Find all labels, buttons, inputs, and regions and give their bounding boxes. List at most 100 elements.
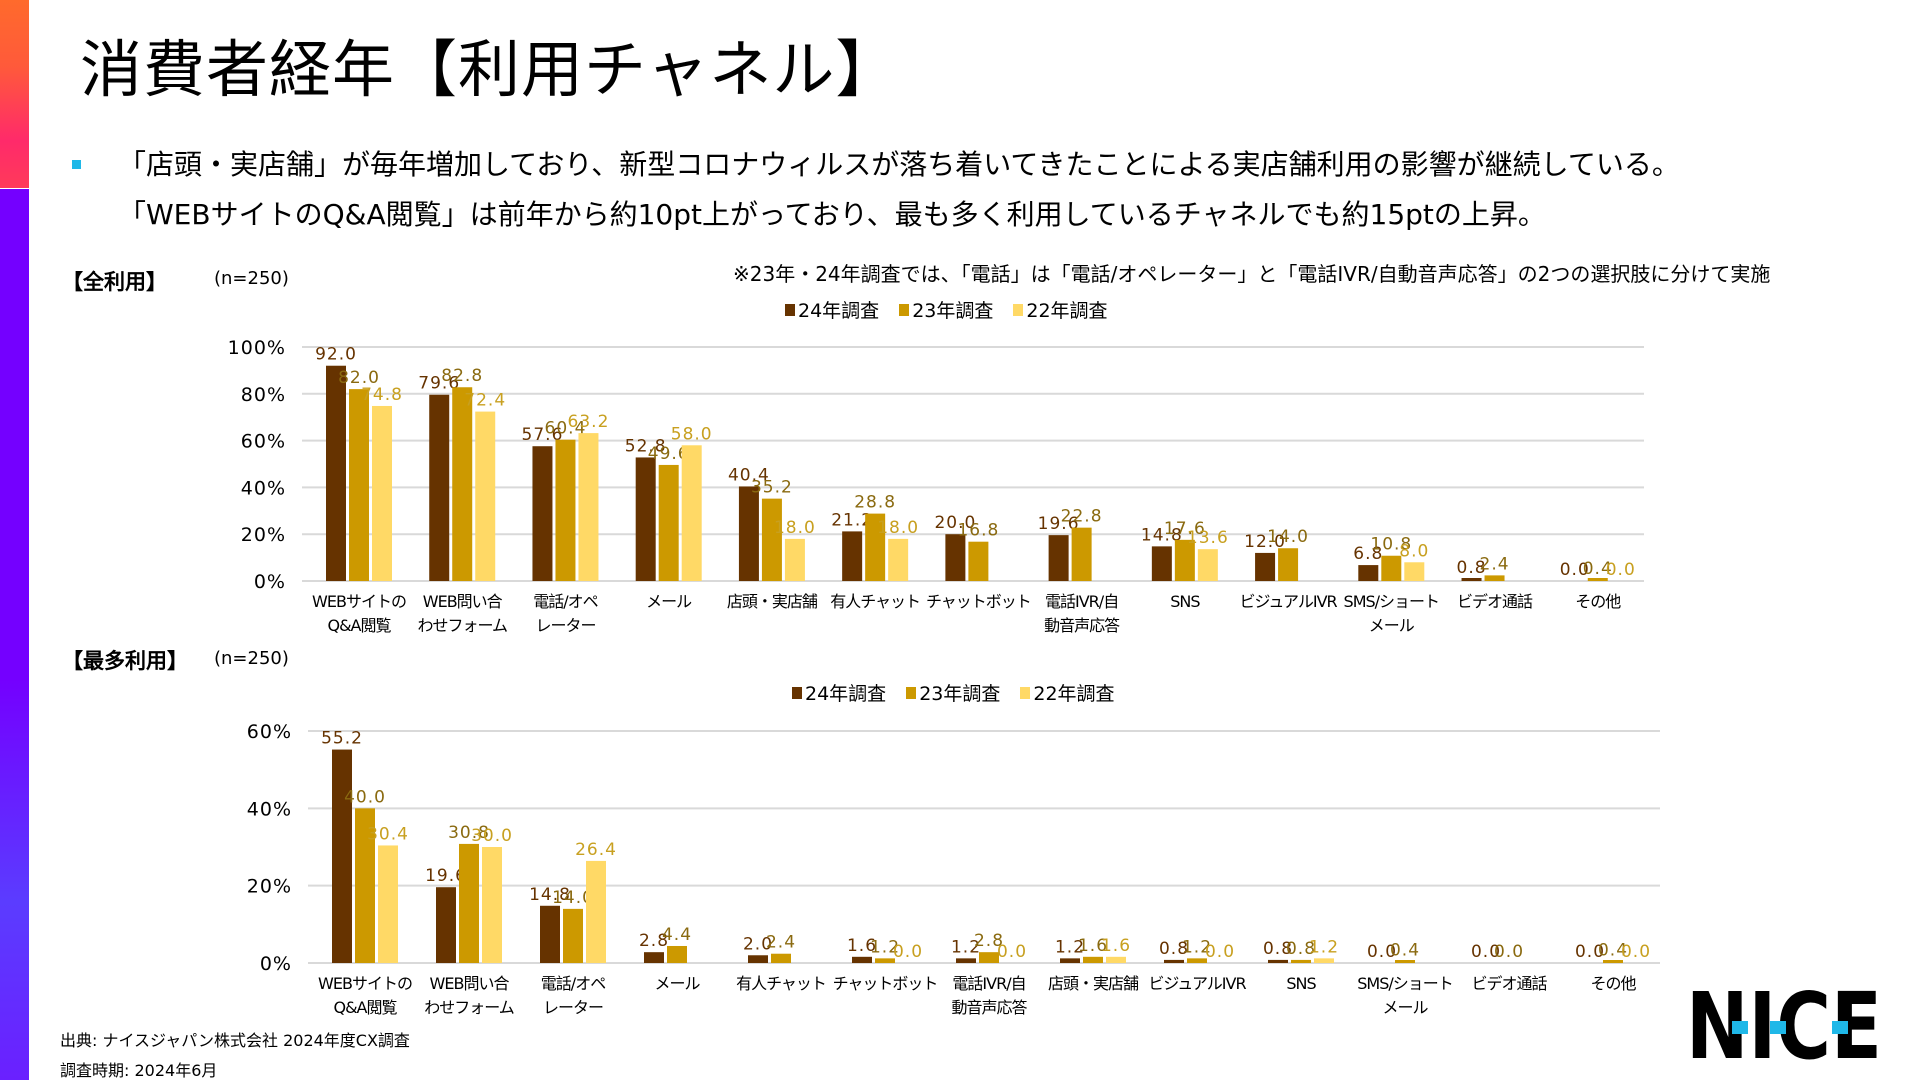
category-label: チャットボット — [926, 592, 1031, 611]
bar-22年調査 — [475, 411, 496, 581]
bar-24年調査 — [738, 486, 759, 581]
category-label: メール — [654, 974, 700, 993]
data-label: 30.4 — [367, 824, 409, 844]
bar-23年調査 — [771, 953, 791, 963]
data-label: 79.6 — [418, 374, 460, 394]
bar-24年調査 — [1048, 535, 1069, 581]
data-label: 1.6 — [847, 936, 877, 956]
data-label: 14.0 — [552, 888, 594, 908]
bar-23年調査 — [355, 808, 375, 963]
data-label: 1.6 — [1078, 936, 1108, 956]
bullet-text-2: 「WEBサイトのQ&A閲覧」は前年から約10pt上がっており、最も多く利用してい… — [118, 198, 1546, 231]
category-label: 電話IVR/自 — [1045, 592, 1118, 611]
bar-24年調査 — [1164, 959, 1184, 963]
data-label: 0.4 — [1598, 940, 1628, 960]
data-label: 12.0 — [1244, 532, 1286, 552]
section-label-most-use: 【最多利用】 — [62, 649, 188, 673]
bar-24年調査 — [1358, 565, 1379, 581]
bar-23年調査 — [1083, 956, 1103, 963]
bar-23年調査 — [658, 464, 679, 581]
bar-23年調査 — [1278, 548, 1299, 581]
category-label: メール — [1369, 616, 1415, 635]
data-label: 40.0 — [344, 787, 386, 807]
legend-item-24: 24年調査 — [785, 296, 879, 323]
legend-label-24: 24年調査 — [805, 683, 887, 705]
bar-24年調査 — [532, 446, 553, 581]
category-label: 有人チャット — [830, 592, 920, 611]
bar-22年調査 — [681, 445, 702, 581]
accent-bar-top — [0, 0, 29, 188]
data-label: 18.0 — [877, 518, 919, 538]
data-label: 0.0 — [1494, 942, 1524, 962]
data-label: 49.6 — [648, 444, 690, 464]
data-label: 0.0 — [1606, 560, 1636, 580]
bar-24年調査 — [635, 457, 656, 581]
data-label: 0.0 — [997, 942, 1027, 962]
bullet-square-icon — [72, 160, 81, 169]
legend-item-23: 23年調査 — [906, 679, 1000, 706]
y-tick-label: 40% — [247, 798, 292, 820]
data-label: 0.0 — [893, 942, 923, 962]
data-label: 21.2 — [831, 510, 873, 530]
category-label: WEBサイトの — [312, 592, 406, 611]
bar-23年調査 — [1587, 578, 1608, 581]
bar-23年調査 — [875, 958, 895, 963]
legend-swatch-22 — [1013, 303, 1024, 316]
bar-23年調査 — [452, 387, 473, 581]
legend-label-24: 24年調査 — [798, 300, 880, 322]
data-label: 18.0 — [774, 518, 816, 538]
data-label: 28.8 — [854, 493, 896, 513]
legend-item-22: 22年調査 — [1013, 296, 1108, 323]
bar-23年調査 — [555, 439, 576, 581]
data-label: 60.4 — [545, 419, 587, 439]
data-label: 1.2 — [951, 937, 981, 957]
page-title: 消費者経年【利用チャネル】 — [80, 33, 899, 106]
bar-22年調査 — [378, 845, 398, 963]
data-label: 2.8 — [639, 931, 669, 951]
bar-24年調査 — [748, 955, 768, 963]
data-label: 1.6 — [1101, 936, 1131, 956]
data-label: 0.0 — [1367, 942, 1397, 962]
bar-24年調査 — [852, 956, 872, 963]
logo-dot-3 — [1832, 1021, 1848, 1034]
legend-chart-2: 24年調査 23年調査 22年調査 — [792, 679, 1115, 706]
data-label: 55.2 — [321, 729, 363, 749]
data-label: 52.8 — [625, 436, 667, 456]
bar-22年調査 — [482, 847, 502, 963]
data-label: 0.4 — [1583, 559, 1613, 579]
category-label: レーター — [543, 998, 603, 1017]
bar-23年調査 — [563, 908, 583, 963]
data-label: 74.8 — [361, 385, 403, 405]
data-label: 0.0 — [1205, 942, 1235, 962]
data-label: 0.0 — [1560, 560, 1590, 580]
y-tick-label: 0% — [254, 571, 286, 593]
legend-label-22: 22年調査 — [1033, 683, 1115, 705]
data-label: 1.2 — [870, 937, 900, 957]
bar-22年調査 — [1106, 956, 1126, 963]
bar-22年調査 — [1404, 562, 1425, 581]
category-label: メール — [646, 592, 692, 611]
data-label: 0.8 — [1263, 939, 1293, 959]
category-label: Q&A閲覧 — [327, 616, 391, 635]
data-label: 19.6 — [1038, 514, 1080, 534]
legend-swatch-22 — [1020, 686, 1031, 699]
bar-22年調査 — [372, 405, 392, 581]
legend-item-22: 22年調査 — [1020, 679, 1115, 706]
bar-23年調査 — [459, 843, 479, 963]
bullet-text-1: 「店頭・実店舗」が毎年増加しており、新型コロナウィルスが落ち着いてきたことによる… — [118, 148, 1680, 181]
bar-23年調査 — [1484, 575, 1505, 581]
data-label: 2.8 — [974, 931, 1004, 951]
data-label: 17.6 — [1164, 519, 1206, 539]
category-label: 店頭・実店舗 — [727, 592, 818, 611]
data-label: 63.2 — [568, 412, 610, 432]
y-tick-label: 20% — [247, 876, 292, 898]
bar-23年調査 — [349, 389, 369, 581]
data-label: 6.8 — [1353, 544, 1383, 564]
legend-swatch-24 — [792, 686, 802, 699]
bar-22年調査 — [578, 433, 599, 581]
legend-swatch-23 — [899, 303, 910, 316]
bar-24年調査 — [326, 365, 346, 581]
category-label: SMS/ショート — [1357, 974, 1453, 993]
category-label: SMS/ショート — [1344, 592, 1440, 611]
